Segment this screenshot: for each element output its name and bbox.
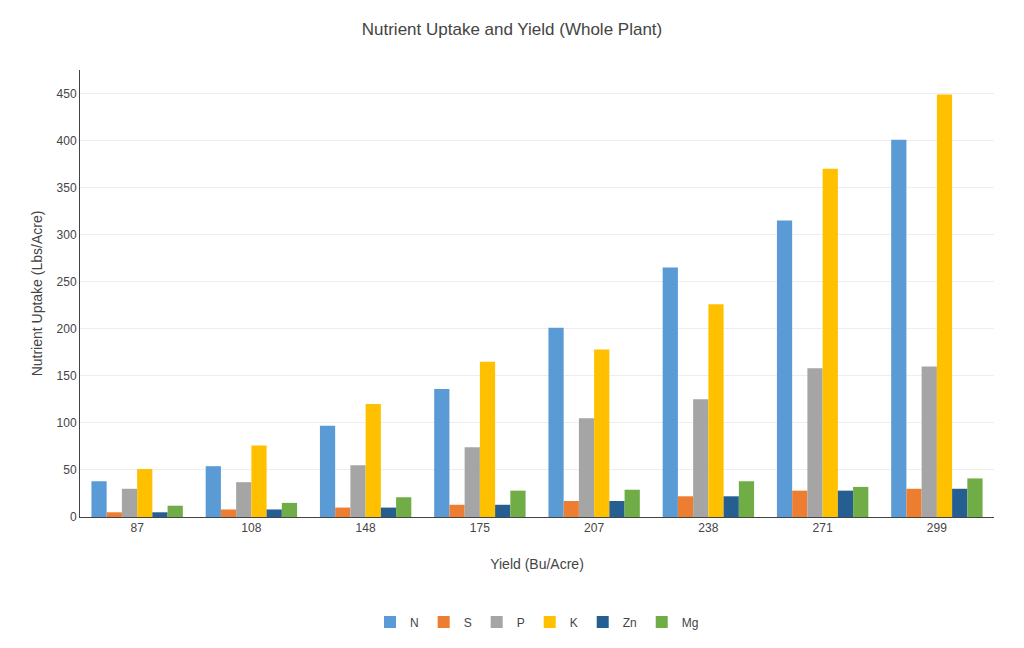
svg-text:150: 150 bbox=[57, 369, 77, 383]
svg-text:K: K bbox=[570, 616, 578, 630]
svg-text:Nutrient Uptake (Lbs/Acre): Nutrient Uptake (Lbs/Acre) bbox=[29, 211, 45, 377]
svg-text:0: 0 bbox=[70, 510, 77, 524]
svg-text:Nutrient Uptake and Yield (Who: Nutrient Uptake and Yield (Whole Plant) bbox=[362, 20, 663, 39]
svg-text:300: 300 bbox=[57, 228, 77, 242]
svg-text:S: S bbox=[464, 616, 472, 630]
svg-text:299: 299 bbox=[927, 521, 947, 535]
svg-text:238: 238 bbox=[698, 521, 718, 535]
svg-text:P: P bbox=[517, 616, 525, 630]
svg-text:450: 450 bbox=[57, 87, 77, 101]
svg-text:175: 175 bbox=[470, 521, 490, 535]
svg-text:250: 250 bbox=[57, 275, 77, 289]
svg-text:207: 207 bbox=[584, 521, 604, 535]
svg-text:200: 200 bbox=[57, 322, 77, 336]
svg-text:148: 148 bbox=[356, 521, 376, 535]
svg-text:87: 87 bbox=[130, 521, 144, 535]
svg-text:N: N bbox=[410, 616, 419, 630]
svg-text:Zn: Zn bbox=[623, 616, 637, 630]
svg-text:271: 271 bbox=[813, 521, 833, 535]
svg-text:50: 50 bbox=[63, 463, 77, 477]
svg-text:350: 350 bbox=[57, 181, 77, 195]
svg-text:Mg: Mg bbox=[682, 616, 699, 630]
svg-text:400: 400 bbox=[57, 134, 77, 148]
svg-text:100: 100 bbox=[57, 416, 77, 430]
svg-text:Yield (Bu/Acre): Yield (Bu/Acre) bbox=[490, 556, 584, 572]
svg-text:108: 108 bbox=[241, 521, 261, 535]
